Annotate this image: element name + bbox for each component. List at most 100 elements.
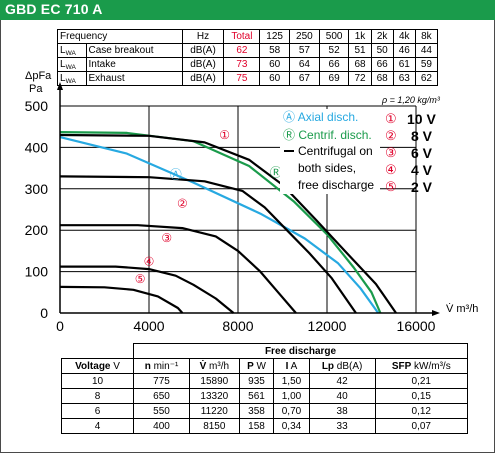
column-header: I A [273, 358, 310, 374]
voltage-mark: ③ [385, 145, 397, 160]
table-cell: 0,15 [374, 388, 469, 404]
y-axis-label-top: ΔpFa [25, 70, 52, 82]
column-header: V̇ m³/h [188, 358, 240, 374]
table-cell: 11220 [188, 403, 240, 419]
curve-label: ① [219, 128, 230, 142]
free-discharge-title-row: Free discharge [61, 343, 468, 359]
noise-table-header: Frequency Hz Total 125 250 500 1k 2k 4k … [57, 29, 439, 44]
table-cell: 0,70 [273, 403, 310, 419]
voltage-label: 2 V [411, 179, 433, 195]
black-curve [60, 224, 297, 314]
y-tick-label: 0 [40, 305, 48, 321]
voltage-label: 6 V [411, 145, 433, 161]
table-cell: 0,34 [273, 418, 310, 434]
table-cell: 13320 [188, 388, 240, 404]
table-cell: 0,12 [374, 403, 469, 419]
empty-cell [61, 343, 135, 359]
noise-unit: dB(A) [181, 71, 225, 86]
legend-black-line2: both sides, [298, 161, 356, 175]
table-cell: 8150 [188, 418, 240, 434]
x-tick-label: 8000 [222, 318, 253, 334]
black-curve [59, 175, 357, 314]
table-cell: 6 [60, 403, 135, 419]
free-discharge-table: Free discharge Voltage V n min⁻¹ V̇ m³/h… [60, 343, 469, 434]
legend-box: Ⓐ Axial disch. Ⓡ Centrif. disch. Centrif… [280, 109, 380, 194]
table-cell: 4 [60, 418, 135, 434]
table-cell: 8 [60, 388, 135, 404]
legend-centrif: Ⓡ Centrif. disch. [283, 128, 372, 142]
legend-black-line3: free discharge [298, 178, 374, 192]
legend-black-line1: Centrifugal on [298, 144, 373, 158]
curve-label: ② [177, 196, 188, 210]
noise-total: 75 [223, 71, 261, 86]
x-axis-label: V̇ m³/h [446, 302, 478, 315]
chart-axes: 0 4000 8000 12000 16000 0 100 200 300 400 500 [25, 82, 440, 334]
table-cell: 650 [133, 388, 190, 404]
curve-label: ④ [144, 254, 155, 268]
x-tick-label: 16000 [397, 318, 436, 334]
product-title: GBD EC 710 A [5, 1, 103, 17]
noise-row-label: Case breakout [85, 43, 183, 58]
table-cell: 158 [238, 418, 275, 434]
y-axis-arrow [57, 82, 63, 90]
table-cell: 1,00 [273, 388, 310, 404]
table-cell: 358 [238, 403, 275, 419]
table-cell: 550 [133, 403, 190, 419]
voltage-mark: ② [385, 128, 397, 143]
legend-background [280, 109, 380, 194]
y-tick-label: 500 [25, 98, 49, 114]
column-header: Voltage V [60, 358, 135, 374]
table-cell: 33 [308, 418, 376, 434]
voltage-label: 8 V [411, 128, 433, 144]
curve-label: ③ [161, 231, 172, 245]
curve-label: ⑤ [135, 272, 146, 286]
free-discharge-header: Voltage V n min⁻¹ V̇ m³/h P W I A Lp dB(… [60, 358, 469, 374]
y-tick-label: 100 [25, 264, 49, 280]
table-row: 6 550 11220 358 0,70 38 0,12 [60, 403, 469, 419]
x-tick-label: 12000 [308, 318, 347, 334]
noise-table: Frequency Hz Total 125 250 500 1k 2k 4k … [57, 29, 439, 86]
noise-row-label: Exhaust [85, 71, 183, 86]
noise-value: 63 [392, 71, 416, 86]
table-cell: 935 [238, 373, 275, 389]
table-cell: 400 [133, 418, 190, 434]
y-tick-label: 300 [25, 181, 49, 197]
table-cell: 40 [308, 388, 376, 404]
column-header: P W [238, 358, 275, 374]
free-discharge-title: Free discharge [133, 343, 468, 359]
voltage-legend: ① 10 V ② 8 V ③ 6 V ④ 4 V ⑤ 2 V [385, 111, 436, 195]
y-tick-label: 200 [25, 222, 49, 238]
black-curve [60, 265, 235, 314]
noise-value: 62 [414, 71, 439, 86]
voltage-mark: ④ [385, 162, 397, 177]
table-row: 4 400 8150 158 0,34 33 0,07 [60, 418, 469, 434]
table-cell: 0,07 [374, 418, 469, 434]
voltage-label: 10 V [407, 111, 436, 127]
column-header: n min⁻¹ [133, 358, 190, 374]
table-cell: 38 [308, 403, 376, 419]
legend-axial: Ⓐ Axial disch. [283, 110, 358, 124]
table-cell: 561 [238, 388, 275, 404]
y-tick-label: 400 [25, 139, 49, 155]
noise-value: 68 [370, 71, 394, 86]
voltage-label: 4 V [411, 162, 433, 178]
noise-row-intake: LWA Intake dB(A) 73 60 64 66 68 66 61 59 [57, 57, 439, 72]
black-curve [59, 285, 184, 314]
table-row: 10 775 15890 935 1,50 42 0,21 [60, 373, 469, 389]
density-note: ρ = 1,20 kg/m³ [381, 95, 441, 105]
chart-labels: ① Ⓐ Ⓡ ② ③④ ⑤ [135, 128, 282, 286]
noise-value: 60 [259, 71, 291, 86]
table-cell: 0,21 [374, 373, 469, 389]
noise-row-exhaust: LWA Exhaust dB(A) 75 60 67 69 72 68 63 6… [57, 71, 439, 86]
table-cell: 10 [60, 373, 135, 389]
y-axis-label-bottom: Pa [29, 83, 43, 95]
curve-label: Ⓡ [270, 165, 282, 179]
curve-label: Ⓐ [170, 167, 182, 181]
column-header: Lp dB(A) [308, 358, 376, 374]
table-cell: 775 [133, 373, 190, 389]
x-axis-arrow [432, 310, 440, 316]
x-tick-label: 4000 [133, 318, 164, 334]
x-tick-label: 0 [56, 318, 64, 334]
table-cell: 15890 [188, 373, 240, 389]
